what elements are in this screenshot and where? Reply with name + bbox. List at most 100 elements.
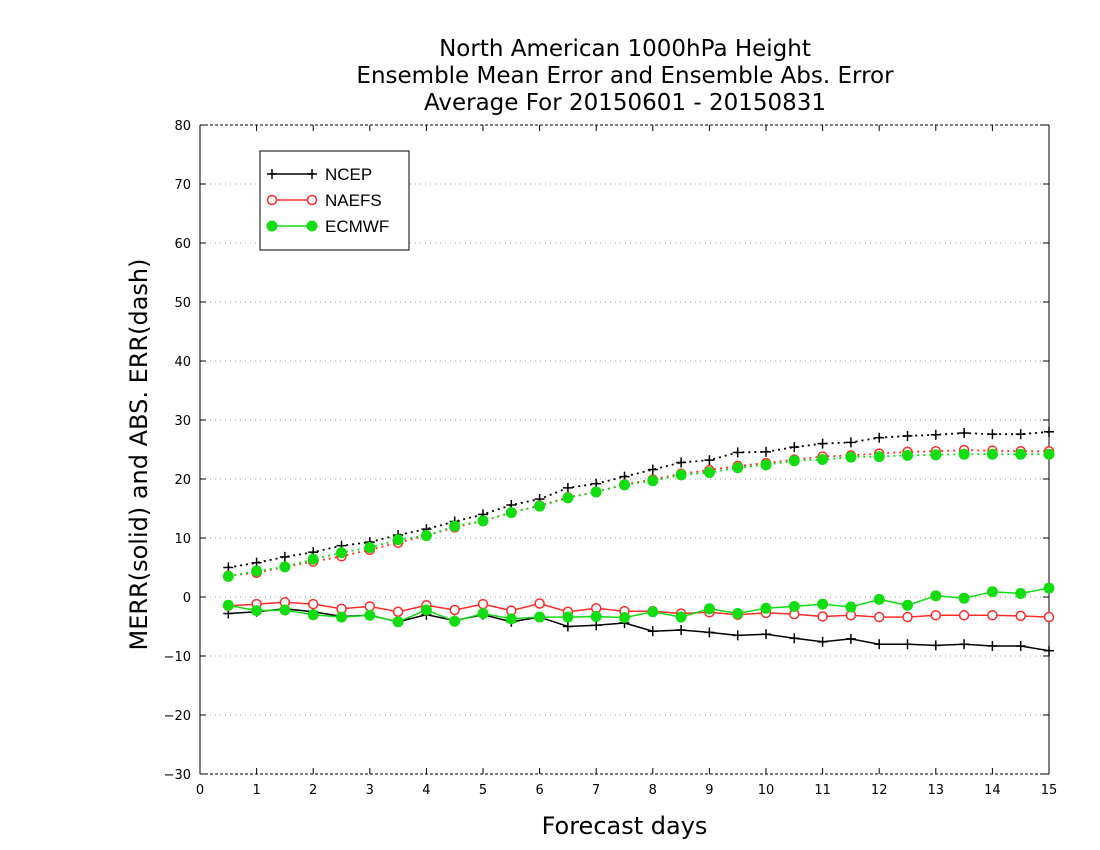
x-tick-label: 15 xyxy=(1041,783,1058,798)
ecmwf-merr-point xyxy=(1043,582,1055,594)
ecmwf-merr-point xyxy=(1015,587,1027,599)
ncep-merr-point xyxy=(591,620,602,631)
ecmwf-merr-point xyxy=(760,602,772,614)
y-tick-label: −10 xyxy=(164,650,191,665)
x-axis-label: Forecast days xyxy=(542,812,708,840)
y-axis-label: MERR(solid) and ABS. ERR(dash) xyxy=(125,259,153,651)
y-tick-label: 10 xyxy=(174,532,191,547)
naefs-merr-point xyxy=(534,598,545,609)
ecmwf-merr-point xyxy=(845,601,857,613)
ecmwf-merr-point xyxy=(392,616,404,628)
ecmwf-merr-point xyxy=(703,603,715,615)
x-tick-label: 10 xyxy=(758,783,775,798)
x-tick-label: 9 xyxy=(705,783,713,798)
naefs-merr-point xyxy=(307,598,319,610)
ncep-abs-err-point xyxy=(732,447,743,458)
title-line-3: Average For 20150601 - 20150831 xyxy=(423,90,827,116)
x-tick-label: 1 xyxy=(252,783,260,798)
ecmwf-merr-point xyxy=(958,592,970,604)
naefs-merr-point xyxy=(477,598,489,610)
series-ecmwf xyxy=(222,448,1055,628)
x-tick-label: 5 xyxy=(479,783,487,798)
x-tick-label: 13 xyxy=(928,783,945,798)
x-tick-label: 11 xyxy=(814,783,831,798)
legend-marker xyxy=(267,169,277,179)
ncep-abs-err-point xyxy=(930,429,941,440)
ncep-abs-err-point xyxy=(279,551,290,562)
y-tick-label: 50 xyxy=(174,296,191,311)
ncep-abs-err-point xyxy=(959,427,970,438)
legend: NCEP NAEFS ECMWF xyxy=(259,150,410,251)
ecmwf-merr-point xyxy=(562,611,574,623)
ecmwf-merr-point xyxy=(307,609,319,621)
legend-label-naefs: NAEFS xyxy=(325,191,382,210)
ecmwf-abs-err-point xyxy=(788,455,800,467)
title-line-2: Ensemble Mean Error and Ensemble Abs. Er… xyxy=(356,63,894,89)
ecmwf-abs-err-point xyxy=(760,459,772,471)
ecmwf-abs-err-point xyxy=(930,449,942,461)
ecmwf-abs-err-point xyxy=(986,448,998,460)
ecmwf-abs-err-point xyxy=(477,515,489,527)
ecmwf-merr-point xyxy=(336,611,347,623)
ncep-merr-point xyxy=(1044,645,1054,656)
legend-marker xyxy=(266,220,278,232)
ecmwf-merr-line xyxy=(228,587,1050,623)
naefs-merr-point xyxy=(902,611,913,623)
ecmwf-abs-err-point xyxy=(675,469,687,481)
x-tick-label: 2 xyxy=(309,783,317,798)
y-tick-label: −20 xyxy=(164,709,191,724)
ecmwf-abs-err-point xyxy=(845,451,857,463)
legend-marker xyxy=(307,169,317,179)
ecmwf-abs-err-point xyxy=(958,448,970,460)
ecmwf-abs-err-point xyxy=(505,507,517,519)
legend-label-ecmwf: ECMWF xyxy=(325,217,389,236)
ecmwf-merr-point xyxy=(534,611,546,623)
naefs-merr-point xyxy=(449,604,460,616)
ncep-merr-point xyxy=(732,630,743,641)
title-line-1: North American 1000hPa Height xyxy=(439,36,811,62)
ncep-merr-point xyxy=(987,640,998,651)
ecmwf-merr-point xyxy=(222,599,234,611)
ecmwf-merr-point xyxy=(873,593,885,605)
ecmwf-merr-point xyxy=(647,606,659,618)
ncep-abs-err-point xyxy=(704,455,715,466)
ecmwf-abs-err-line xyxy=(228,453,1049,578)
ncep-abs-err-point xyxy=(902,430,913,441)
ncep-merr-point xyxy=(647,626,658,637)
ecmwf-merr-point xyxy=(449,615,461,627)
ecmwf-merr-point xyxy=(251,605,263,617)
ncep-abs-err-point xyxy=(874,432,885,443)
ncep-merr-point xyxy=(845,633,856,644)
ecmwf-merr-point xyxy=(505,613,517,625)
ncep-merr-point xyxy=(676,625,687,636)
legend-marker xyxy=(306,194,318,206)
grid-lines xyxy=(200,183,1049,716)
x-tick-label: 0 xyxy=(196,783,204,798)
ecmwf-merr-point xyxy=(675,611,687,623)
ncep-merr-point xyxy=(902,639,913,650)
naefs-merr-point xyxy=(958,610,970,621)
ncep-merr-point xyxy=(930,640,941,651)
ecmwf-abs-err-point xyxy=(873,451,885,463)
naefs-merr-point xyxy=(817,611,828,622)
ecmwf-abs-err-point xyxy=(222,570,234,582)
x-tick-label: 14 xyxy=(984,783,1001,798)
ecmwf-merr-point xyxy=(590,610,602,622)
ncep-abs-err-point xyxy=(562,482,573,493)
ncep-merr-point xyxy=(817,636,828,647)
ncep-merr-point xyxy=(704,627,715,638)
y-tick-label: 40 xyxy=(174,355,191,370)
legend-marker xyxy=(266,194,278,206)
ncep-abs-err-point xyxy=(845,437,856,448)
ecmwf-merr-point xyxy=(420,604,432,616)
ecmwf-abs-err-point xyxy=(732,462,744,474)
ncep-merr-point xyxy=(1015,640,1026,651)
x-tick-label: 6 xyxy=(535,783,543,798)
ncep-abs-err-point xyxy=(647,464,658,475)
ecmwf-abs-err-point xyxy=(336,547,347,559)
ncep-abs-err-point xyxy=(789,442,800,453)
ncep-merr-point xyxy=(562,621,573,632)
ecmwf-abs-err-point xyxy=(534,500,546,512)
